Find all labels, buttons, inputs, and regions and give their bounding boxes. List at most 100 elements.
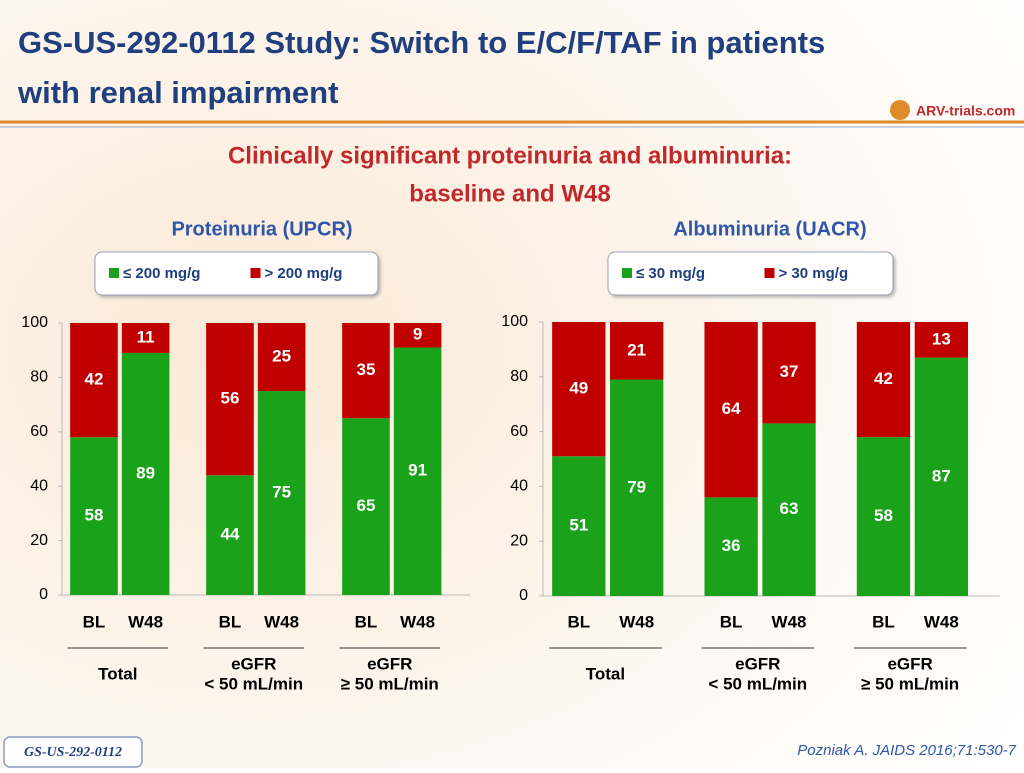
subtitle-line: Clinically significant proteinuria and a… [228, 142, 792, 169]
x-tick-label: W48 [924, 612, 959, 631]
y-tick-label: 20 [30, 532, 48, 549]
group-label: < 50 mL/min [708, 674, 807, 693]
data-label: 63 [780, 499, 799, 518]
legend-box [607, 251, 894, 296]
legend-label: > 200 mg/g [265, 265, 343, 282]
legend-marker [109, 268, 119, 278]
group-label: eGFR [367, 654, 412, 673]
bar-segment [121, 323, 170, 353]
bar-segment [342, 323, 390, 419]
title-line: GS-US-292-0112 Study: Switch to E/C/F/TA… [18, 25, 825, 60]
data-label: 64 [722, 399, 741, 418]
y-tick-label: 60 [510, 423, 528, 440]
x-tick-label: BL [567, 612, 590, 631]
legend-label: ≤ 200 mg/g [123, 265, 200, 282]
data-label: 58 [84, 506, 103, 525]
data-label: 25 [272, 346, 291, 365]
data-label: 56 [220, 389, 239, 408]
bar-segment [552, 322, 606, 457]
footer-box [3, 736, 143, 768]
bar-segment [206, 475, 254, 595]
data-label: 75 [272, 482, 291, 501]
data-label: 44 [220, 525, 239, 544]
logo-icon [890, 100, 910, 120]
y-tick-label: 80 [510, 368, 528, 385]
data-label: 37 [780, 362, 799, 381]
bar-segment [257, 323, 306, 391]
data-label: 65 [356, 496, 375, 515]
data-label: 21 [627, 340, 646, 359]
legend-marker [764, 268, 775, 278]
legend-marker [250, 268, 261, 278]
bar-segment [610, 322, 664, 380]
bar-segment [393, 347, 442, 595]
bar-segment [206, 323, 254, 476]
citation: Pozniak A. JAIDS 2016;71:530-7 [797, 742, 1016, 759]
group-label: eGFR [887, 654, 932, 673]
y-tick-label: 20 [510, 532, 528, 549]
chart-title: Proteinuria (UPCR) [171, 218, 352, 240]
y-tick-label: 0 [519, 587, 528, 604]
bar-segment [762, 322, 816, 424]
y-tick-label: 40 [510, 478, 528, 495]
bar-segment [70, 437, 118, 595]
y-tick-label: 60 [30, 423, 48, 440]
logo: ARV-trials.com [916, 103, 1015, 119]
data-label: 87 [932, 466, 951, 485]
bar-segment [704, 322, 758, 498]
bar-segment [704, 497, 758, 596]
x-tick-label: W48 [772, 612, 807, 631]
y-tick-label: 40 [30, 477, 48, 494]
bar-segment [856, 437, 911, 596]
bar-segment [552, 456, 606, 596]
group-label: Total [98, 664, 137, 683]
group-label: eGFR [231, 654, 276, 673]
bar-segment [121, 352, 170, 595]
x-tick-label: BL [872, 612, 895, 631]
x-tick-label: BL [355, 612, 378, 631]
group-label: ≥ 50 mL/min [341, 674, 439, 693]
bar-segment [257, 391, 306, 595]
legend-label: > 30 mg/g [779, 265, 849, 282]
y-tick-label: 80 [30, 369, 48, 386]
data-label: 89 [136, 463, 155, 482]
data-label: 79 [627, 477, 646, 496]
x-tick-label: W48 [128, 612, 163, 631]
subtitle-line: baseline and W48 [409, 180, 610, 207]
x-tick-label: BL [219, 612, 242, 631]
bar-segment [914, 322, 969, 358]
legend-label: ≤ 30 mg/g [636, 265, 705, 282]
data-label: 36 [722, 536, 741, 555]
data-label: 9 [413, 325, 422, 344]
group-label: < 50 mL/min [204, 674, 303, 693]
bar-segment [914, 357, 969, 596]
x-tick-label: W48 [619, 612, 654, 631]
group-label: eGFR [735, 654, 780, 673]
data-label: 42 [874, 369, 893, 388]
legend-marker [622, 268, 632, 278]
data-label: 49 [569, 379, 588, 398]
y-tick-label: 100 [21, 314, 48, 331]
x-tick-label: BL [720, 612, 743, 631]
y-tick-label: 100 [501, 313, 528, 330]
data-label: 91 [408, 461, 427, 480]
data-label: 58 [874, 506, 893, 525]
data-label: 35 [356, 360, 375, 379]
group-label: Total [586, 664, 625, 683]
x-tick-label: W48 [400, 612, 435, 631]
bar-segment [342, 418, 390, 595]
chart-title: Albuminuria (UACR) [673, 218, 866, 240]
bar-segment [762, 423, 816, 596]
data-label: 11 [137, 327, 155, 346]
y-tick-label: 0 [39, 586, 48, 603]
footer: GS-US-292-0112 [24, 745, 122, 760]
bar-segment [856, 322, 911, 438]
group-label: ≥ 50 mL/min [861, 674, 959, 693]
bar-segment [393, 323, 442, 348]
data-label: 13 [932, 329, 951, 348]
x-tick-label: W48 [264, 612, 299, 631]
x-tick-label: BL [83, 612, 106, 631]
title-line: with renal impairment [17, 75, 338, 110]
